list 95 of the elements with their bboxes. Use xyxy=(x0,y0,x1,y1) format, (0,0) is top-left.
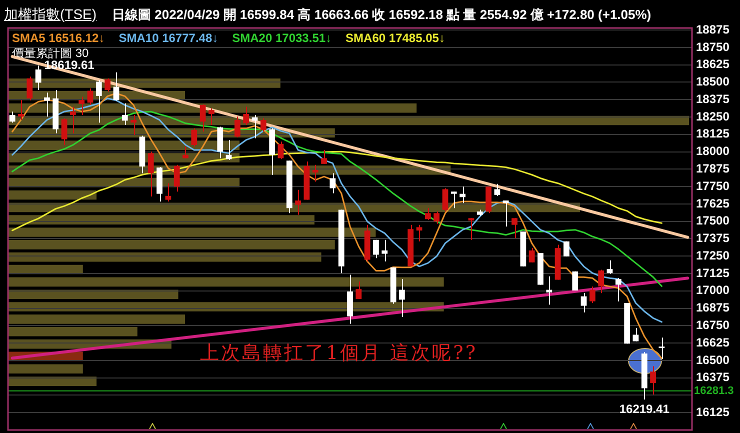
text: SMA10 16777.48↓ xyxy=(118,30,218,44)
candlestick xyxy=(61,118,68,146)
candlestick xyxy=(70,106,76,134)
candlestick xyxy=(658,337,665,360)
bar xyxy=(8,314,186,324)
y-tick-label: 18375 xyxy=(696,92,730,106)
y-tick-label: 17500 xyxy=(696,214,730,228)
y-tick-label: 18625 xyxy=(696,57,730,72)
candlestick xyxy=(632,328,639,342)
candlestick xyxy=(234,116,240,138)
candlestick xyxy=(104,78,111,92)
candlestick xyxy=(78,96,85,116)
candlestick xyxy=(650,366,656,396)
candlestick xyxy=(96,80,102,124)
candlestick xyxy=(598,269,604,294)
candlestick xyxy=(312,164,318,182)
candlestick xyxy=(589,286,596,304)
candlestick xyxy=(208,108,214,126)
y-tick-label: 18750 xyxy=(696,40,730,54)
candlestick xyxy=(165,182,172,202)
candlestick xyxy=(260,118,266,132)
y-tick-label: 17125 xyxy=(696,266,730,280)
candlestick xyxy=(460,186,466,204)
candlestick xyxy=(35,65,42,91)
annotation: 16219.41 xyxy=(619,402,670,416)
candlestick xyxy=(442,188,448,212)
y-tick-label: 17000 xyxy=(696,283,730,298)
y-tick-label: 16875 xyxy=(696,300,730,315)
y-tick-label: 17375 xyxy=(696,231,730,246)
candlestick xyxy=(382,239,388,262)
candlestick xyxy=(191,128,198,148)
candlestick xyxy=(416,224,422,242)
candlestick xyxy=(148,151,154,197)
chart-subtitle: 日線圖 2022/04/29 開 16599.84 高 16663.66 收 16592.18 點 量 2554.92 億 +172.80 (+1.05%) xyxy=(112,6,652,24)
candlestick xyxy=(434,210,440,224)
candlestick xyxy=(113,72,120,102)
text: SMA60 17485.05↓ xyxy=(346,30,445,44)
candlestick xyxy=(200,104,206,132)
text: SMA5 16516.12↓ xyxy=(12,30,105,44)
candlestick xyxy=(512,218,518,239)
candlestick xyxy=(278,141,284,160)
y-tick-label: 18250 xyxy=(696,109,730,124)
candlestick xyxy=(450,191,457,209)
candlestick xyxy=(572,270,578,291)
chart-title: 加權指數(TSE) xyxy=(4,6,97,24)
candlestick xyxy=(502,200,509,227)
bar xyxy=(8,290,178,300)
candlestick xyxy=(606,260,613,274)
bar xyxy=(8,376,97,386)
candlestick xyxy=(468,218,474,240)
text: SMA20 17033.51↓ xyxy=(232,30,332,44)
y-tick-label: 16750 xyxy=(696,318,730,332)
bar xyxy=(8,240,335,250)
y-tick-label: 16375 xyxy=(696,370,730,384)
candlestick xyxy=(546,276,552,306)
annotation: 上次島轉扛了1個月 這次呢?? xyxy=(200,341,478,366)
candlestick xyxy=(243,106,250,126)
candlestick xyxy=(356,280,362,300)
y-tick-label: 17875 xyxy=(696,162,730,176)
candlestick xyxy=(9,111,16,124)
candlestick xyxy=(615,278,622,302)
candlestick xyxy=(44,92,50,118)
bar xyxy=(8,364,83,374)
bar xyxy=(8,326,138,336)
candlestick xyxy=(18,100,24,120)
y-tick-label: 16125 xyxy=(696,404,730,419)
candlestick xyxy=(564,240,570,257)
candlestick xyxy=(494,183,500,196)
y-tick-label: 17750 xyxy=(696,178,730,193)
candlestick xyxy=(122,102,128,126)
bar xyxy=(8,277,444,287)
annotation: 18619.61 xyxy=(44,58,95,72)
y-tick-label: 18875 xyxy=(696,22,730,36)
candlestick xyxy=(373,239,379,259)
y-tick-label: 18500 xyxy=(696,74,730,89)
ref-line-label: 16281.3 xyxy=(694,384,734,397)
y-tick-label: 17250 xyxy=(696,248,730,262)
bar xyxy=(8,215,314,224)
candlestick xyxy=(295,189,301,216)
candlestick xyxy=(26,76,33,101)
candlestick xyxy=(321,149,327,164)
y-tick-label: 17625 xyxy=(696,196,730,210)
y-tick-label: 18125 xyxy=(696,126,730,141)
candlestick xyxy=(130,114,136,136)
bar xyxy=(8,190,97,200)
y-tick-label: 18000 xyxy=(696,144,730,158)
candlestick xyxy=(174,164,180,192)
candlestick xyxy=(87,88,94,106)
y-tick-label: 16625 xyxy=(696,335,730,350)
candlestick xyxy=(330,172,336,194)
y-tick-label: 16500 xyxy=(696,352,730,367)
candlestick xyxy=(528,248,535,263)
candlestick xyxy=(424,208,431,220)
candlestick xyxy=(399,278,405,318)
candlestick xyxy=(580,292,587,313)
